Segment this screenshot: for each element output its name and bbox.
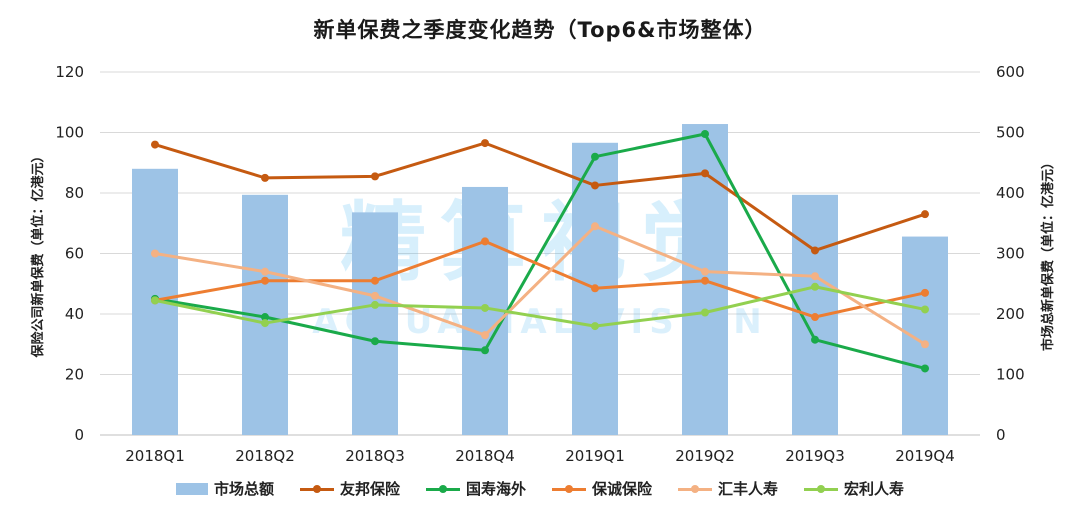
- point-汇丰人寿-2019Q2: [701, 267, 709, 276]
- axis-titles: 保险公司新单保费（单位：亿港元） 市场总新单保费（单位：亿港元）: [30, 149, 1056, 358]
- left-tick-label: 0: [74, 426, 84, 444]
- legend-item-宏利人寿: 宏利人寿: [804, 478, 904, 499]
- x-tick-label: 2018Q3: [345, 447, 405, 465]
- legend-label: 汇丰人寿: [718, 480, 779, 498]
- bar-2018Q3: [352, 212, 398, 435]
- point-友邦保险-2018Q4: [481, 139, 489, 148]
- left-tick-label: 20: [65, 366, 84, 384]
- legend-label: 保诚保险: [592, 480, 653, 498]
- point-国寿海外-2019Q1: [591, 152, 599, 161]
- point-保诚保险-2019Q2: [701, 276, 709, 285]
- x-tick-label: 2019Q2: [675, 447, 735, 465]
- legend-swatch: [425, 483, 460, 495]
- point-国寿海外-2019Q3: [811, 335, 819, 344]
- point-汇丰人寿-2018Q3: [371, 291, 379, 300]
- series-line-宏利人寿: [154, 285, 926, 328]
- right-tick-label: 100: [996, 366, 1025, 384]
- point-保诚保险-2019Q3: [811, 313, 819, 322]
- chart-title: 新单保费之季度变化趋势（Top6&市场整体）: [313, 18, 767, 42]
- point-友邦保险-2018Q3: [371, 172, 379, 181]
- point-友邦保险-2018Q1: [151, 140, 159, 149]
- point-汇丰人寿-2018Q1: [151, 249, 159, 258]
- point-宏利人寿-2018Q1: [151, 296, 159, 305]
- line-series: [151, 130, 929, 373]
- left-tick-label: 40: [65, 305, 84, 323]
- legend-swatch: [678, 483, 713, 495]
- legend: 市场总额 友邦保险 国寿海外 保诚保险 汇丰人寿 宏利人寿: [0, 478, 1080, 499]
- legend-swatch: [299, 483, 334, 495]
- legend-label: 市场总额: [213, 480, 274, 498]
- right-tick-label: 500: [996, 124, 1025, 142]
- point-汇丰人寿-2019Q1: [591, 222, 599, 231]
- point-友邦保险-2019Q2: [701, 169, 709, 178]
- legend-swatch: [175, 482, 208, 495]
- y-right-axis-title: 市场总新单保费（单位：亿港元）: [1040, 156, 1056, 351]
- point-国寿海外-2018Q3: [371, 337, 379, 346]
- series-line-保诚保险: [154, 239, 926, 319]
- watermark-cn: 精算视觉: [340, 193, 740, 293]
- point-友邦保险-2019Q4: [921, 210, 929, 219]
- point-汇丰人寿-2019Q4: [921, 340, 929, 349]
- x-tick-label: 2018Q4: [455, 447, 515, 465]
- right-tick-label: 300: [996, 245, 1025, 263]
- right-tick-label: 0: [996, 426, 1006, 444]
- legend-label: 友邦保险: [339, 480, 400, 498]
- left-tick-label: 120: [55, 63, 84, 81]
- x-tick-label: 2018Q2: [235, 447, 295, 465]
- point-保诚保险-2018Q3: [371, 276, 379, 285]
- point-国寿海外-2018Q2: [261, 313, 269, 322]
- point-宏利人寿-2019Q2: [701, 308, 709, 317]
- legend-item-保诚保险: 保诚保险: [552, 478, 652, 499]
- series-line-汇丰人寿: [154, 224, 926, 346]
- legend-swatch: [552, 483, 586, 495]
- x-tick-label: 2019Q1: [565, 447, 625, 465]
- point-保诚保险-2019Q4: [921, 288, 929, 297]
- legend-label: 国寿海外: [465, 480, 526, 498]
- legend-item-国寿海外: 国寿海外: [425, 478, 526, 499]
- right-tick-label: 600: [996, 63, 1025, 81]
- right-tick-label: 400: [996, 184, 1025, 202]
- point-宏利人寿-2019Q1: [591, 322, 599, 331]
- left-tick-label: 60: [65, 245, 84, 263]
- y-left-axis-title: 保险公司新单保费（单位：亿港元）: [30, 149, 46, 358]
- left-tick-label: 100: [55, 124, 84, 142]
- left-tick-label: 80: [65, 184, 84, 202]
- point-国寿海外-2019Q4: [921, 364, 929, 373]
- legend-item-市场总额: 市场总额: [175, 478, 274, 499]
- point-宏利人寿-2019Q4: [921, 305, 929, 314]
- legend-item-汇丰人寿: 汇丰人寿: [678, 478, 778, 499]
- right-tick-label: 200: [996, 305, 1025, 323]
- point-汇丰人寿-2018Q4: [481, 331, 489, 340]
- legend-label: 宏利人寿: [844, 480, 905, 498]
- point-国寿海外-2019Q2: [701, 130, 709, 139]
- left-axis-ticks: 0 20 40 60 80 100 120: [55, 63, 84, 444]
- point-汇丰人寿-2019Q3: [811, 272, 819, 281]
- x-tick-label: 2018Q1: [125, 447, 185, 465]
- point-友邦保险-2018Q2: [261, 173, 269, 182]
- legend-swatch: [804, 483, 839, 495]
- point-宏利人寿-2019Q3: [811, 282, 819, 291]
- point-宏利人寿-2018Q2: [261, 319, 269, 328]
- x-tick-label: 2019Q3: [785, 447, 845, 465]
- point-汇丰人寿-2018Q2: [261, 267, 269, 276]
- x-axis-ticks: 2018Q1 2018Q2 2018Q3 2018Q4 2019Q1 2019Q2 2019…: [125, 447, 955, 465]
- legend-item-友邦保险: 友邦保险: [299, 478, 400, 499]
- right-axis-ticks: 0 100 200 300 400 500 600: [996, 63, 1025, 444]
- point-宏利人寿-2018Q4: [481, 303, 489, 312]
- x-tick-label: 2019Q4: [895, 447, 955, 465]
- point-宏利人寿-2018Q3: [371, 300, 379, 309]
- point-保诚保险-2018Q4: [481, 237, 489, 246]
- point-保诚保险-2019Q1: [591, 284, 599, 293]
- point-友邦保险-2019Q3: [811, 246, 819, 255]
- point-友邦保险-2019Q1: [591, 181, 599, 190]
- point-保诚保险-2018Q2: [261, 276, 269, 285]
- point-国寿海外-2018Q4: [481, 346, 489, 355]
- series-line-友邦保险: [154, 141, 926, 252]
